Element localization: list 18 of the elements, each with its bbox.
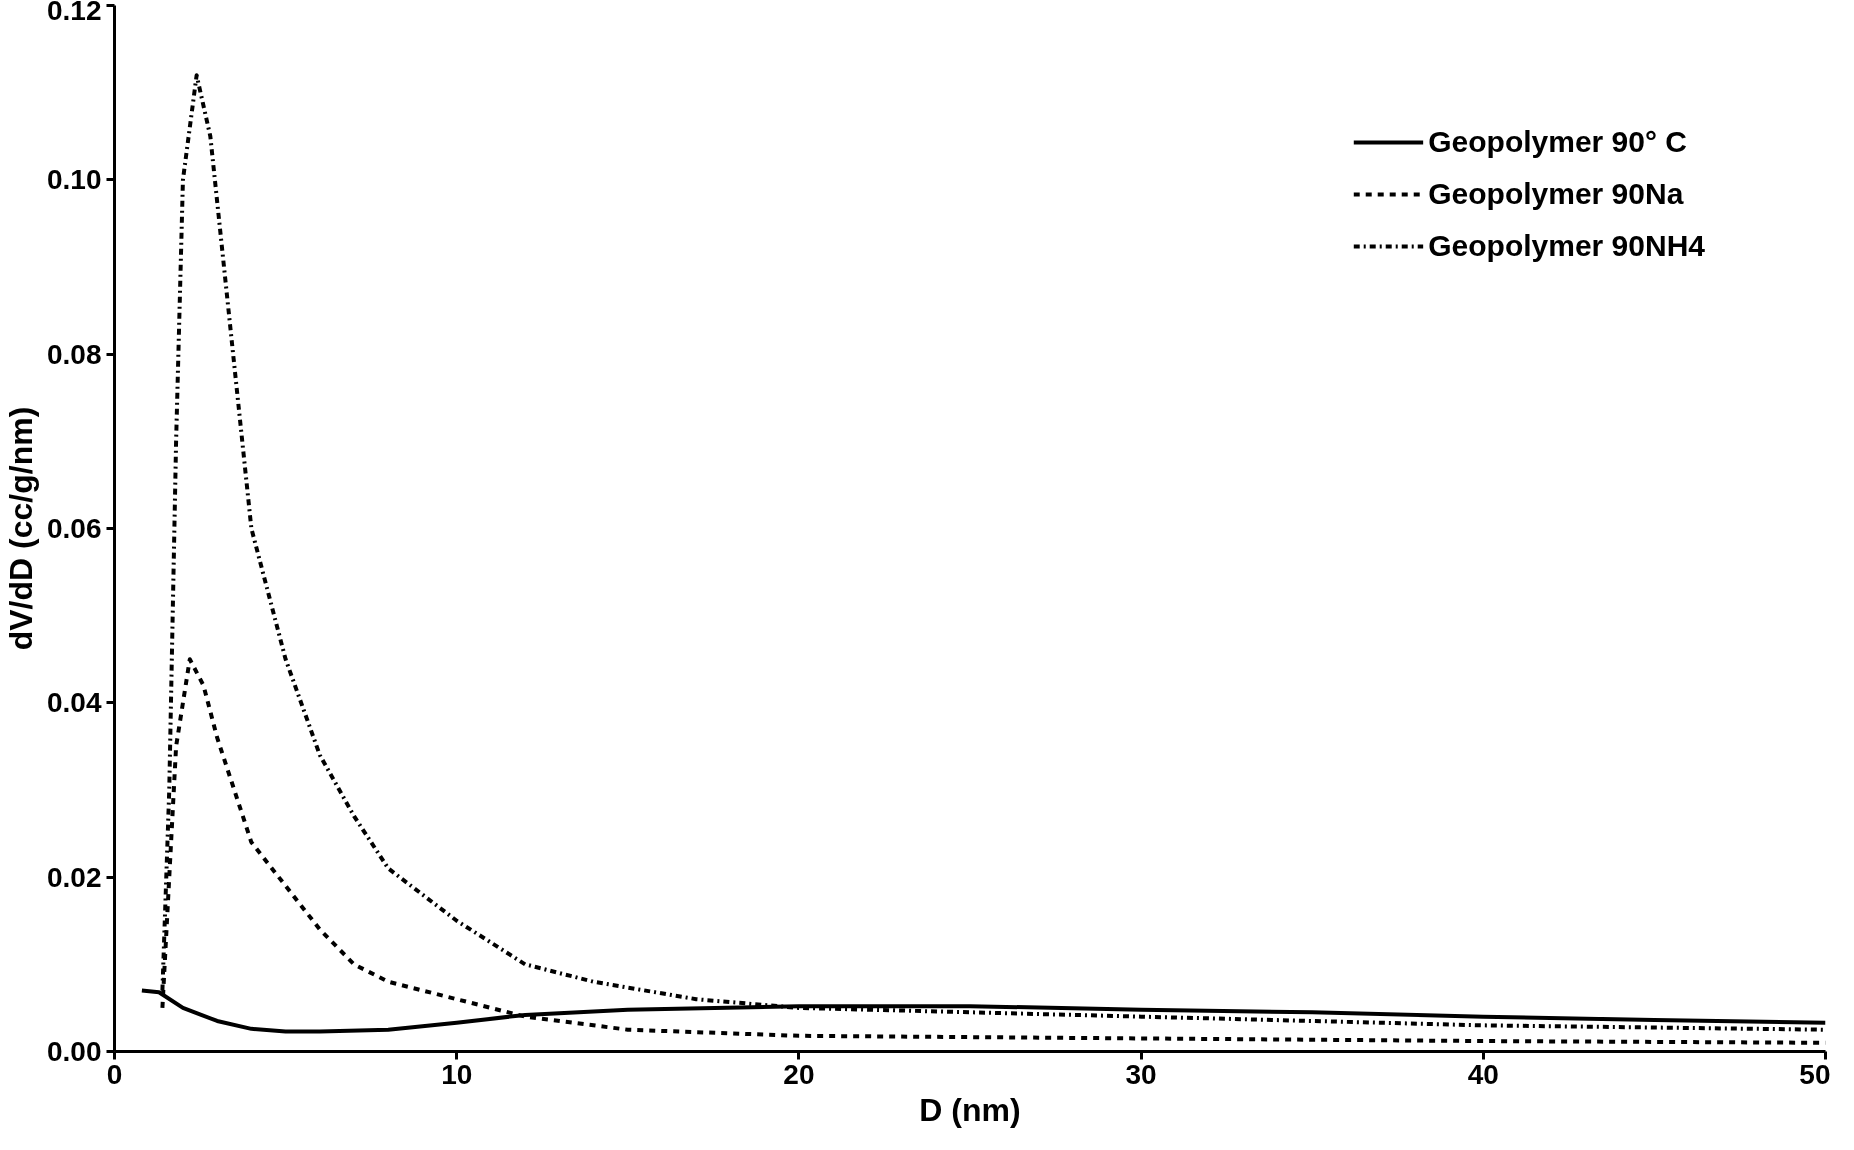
legend-label: Geopolymer 90NH4 <box>1428 229 1705 263</box>
x-axis-title: D (nm) <box>919 1091 1021 1128</box>
x-tick-label: 40 <box>1467 1058 1499 1090</box>
y-tick-label: 0.10 <box>47 164 102 196</box>
x-tick-label: 50 <box>1799 1058 1831 1090</box>
x-tick-label: 10 <box>441 1058 473 1090</box>
y-tick-label: 0.12 <box>47 0 102 26</box>
y-tick-label: 0.00 <box>47 1036 102 1067</box>
legend-label: Geopolymer 90° C <box>1428 125 1687 159</box>
x-tick-label: 20 <box>783 1058 815 1090</box>
x-tick-label: 30 <box>1125 1058 1157 1090</box>
x-tick-label: 0 <box>106 1058 123 1090</box>
legend-label: Geopolymer 90Na <box>1428 177 1684 211</box>
y-tick-label: 0.04 <box>47 687 102 719</box>
y-tick-label: 0.06 <box>47 513 102 544</box>
y-tick-label: 0.08 <box>47 338 102 370</box>
y-tick-label: 0.02 <box>47 861 102 893</box>
y-axis-title: dV/dD (cc/g/nm) <box>3 406 39 651</box>
